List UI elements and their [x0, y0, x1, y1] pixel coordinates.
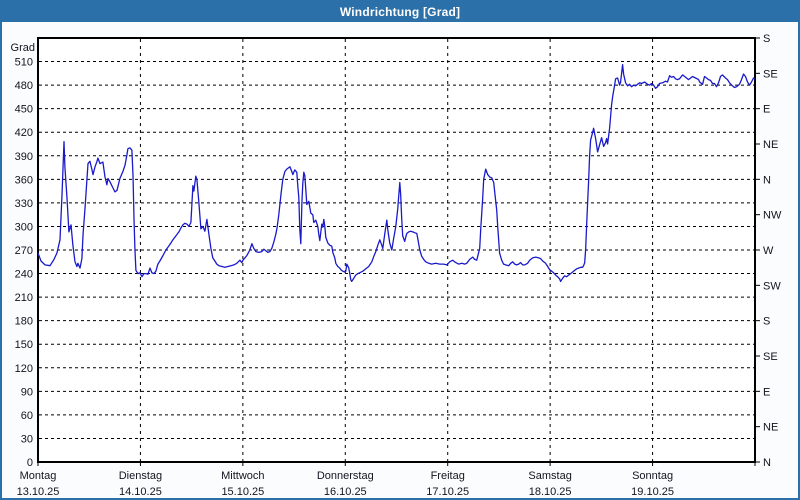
- y-right-tick-label: N: [763, 174, 771, 186]
- y-left-tick-label: 90: [21, 386, 33, 398]
- x-date-label: 13.10.25: [17, 486, 60, 498]
- x-day-label: Freitag: [431, 470, 465, 482]
- y-left-tick-label: 360: [15, 174, 33, 186]
- x-date-label: 14.10.25: [119, 486, 162, 498]
- y-right-tick-label: W: [763, 245, 774, 257]
- x-date-label: 16.10.25: [324, 486, 367, 498]
- x-date-label: 18.10.25: [529, 486, 572, 498]
- y-right-tick-label: S: [763, 316, 770, 328]
- y-left-tick-label: 30: [21, 433, 33, 445]
- y-right-tick-label: E: [763, 386, 770, 398]
- y-right-tick-label: SE: [763, 351, 778, 363]
- x-day-label: Dienstag: [119, 470, 162, 482]
- y-right-tick-label: S: [763, 33, 770, 45]
- x-date-label: 19.10.25: [631, 486, 674, 498]
- y-left-tick-label: 450: [15, 104, 33, 116]
- window-titlebar: Windrichtung [Grad]: [2, 2, 798, 22]
- y-left-tick-label: 180: [15, 316, 33, 328]
- y-left-tick-label: 330: [15, 198, 33, 210]
- wind-direction-line: [37, 64, 756, 283]
- x-day-label: Mittwoch: [221, 470, 264, 482]
- y-left-tick-label: 510: [15, 57, 33, 69]
- y-left-tick-label: 270: [15, 245, 33, 257]
- x-day-label: Donnerstag: [317, 470, 374, 482]
- y-right-tick-label: SE: [763, 68, 778, 80]
- y-right-tick-label: N: [763, 457, 771, 469]
- y-left-tick-label: 150: [15, 339, 33, 351]
- y-left-tick-label: 210: [15, 292, 33, 304]
- chart-area: Grad 0 30 60 90 120 150 180 210 240 270 300 330 360 39…: [2, 22, 798, 498]
- y-left-tick-label: 390: [15, 151, 33, 163]
- y-right-tick-label: NE: [763, 422, 778, 434]
- y-left-tick-label: 240: [15, 269, 33, 281]
- y-left-tick-label: 300: [15, 221, 33, 233]
- y-axis-unit-label: Grad: [11, 42, 35, 54]
- y-left-tick-label: 420: [15, 127, 33, 139]
- x-date-label: 17.10.25: [426, 486, 469, 498]
- y-left-tick-label: 0: [27, 457, 33, 469]
- y-right-tick-label: NW: [763, 210, 782, 222]
- y-right-tick-label: NE: [763, 139, 778, 151]
- x-day-label: Montag: [20, 470, 57, 482]
- y-left-tick-label: 60: [21, 410, 33, 422]
- wind-direction-chart: Grad 0 30 60 90 120 150 180 210 240 270 300 330 360 39…: [11, 33, 782, 498]
- x-day-label: Sonntag: [632, 470, 673, 482]
- y-right-tick-label: SW: [763, 280, 781, 292]
- y-left-tick-label: 480: [15, 80, 33, 92]
- x-day-label: Samstag: [528, 470, 571, 482]
- x-date-label: 15.10.25: [221, 486, 264, 498]
- y-right-tick-label: E: [763, 104, 770, 116]
- window-title: Windrichtung [Grad]: [339, 5, 461, 19]
- y-left-tick-label: 120: [15, 363, 33, 375]
